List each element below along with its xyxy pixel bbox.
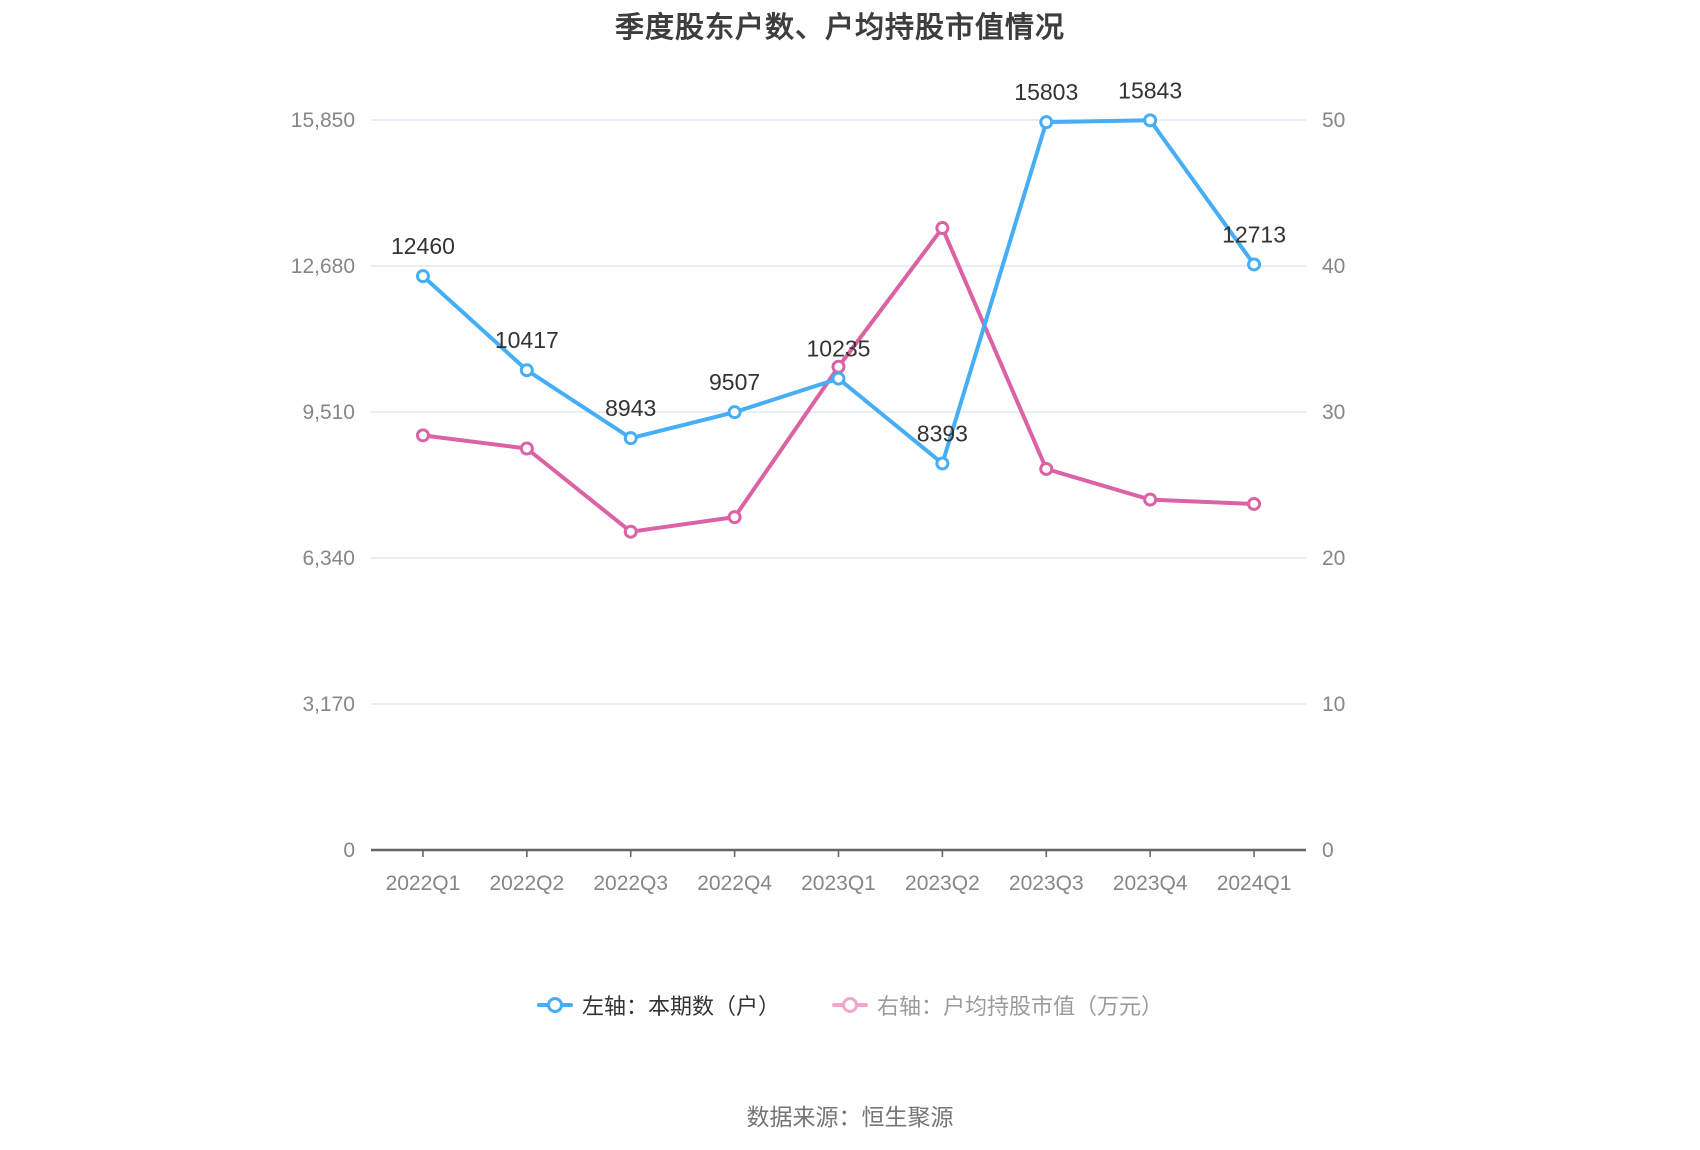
data-point-marker[interactable]	[415, 428, 430, 443]
data-point-label: 15843	[1118, 77, 1182, 103]
x-axis-label: 2022Q4	[697, 872, 772, 895]
data-point-label: 8393	[917, 420, 968, 446]
data-point-marker[interactable]	[1039, 115, 1054, 130]
y-axis-label-left: 9,510	[302, 401, 355, 424]
data-point-label: 9507	[709, 369, 760, 395]
data-point-label: 12713	[1222, 221, 1286, 247]
y-axis-label-left: 12,680	[291, 255, 355, 278]
legend-circle-marker	[842, 997, 858, 1013]
x-axis-label: 2023Q4	[1113, 872, 1188, 895]
data-point-label: 10417	[495, 327, 559, 353]
y-axis-label-right: 20	[1322, 547, 1345, 570]
y-axis-label-right: 40	[1322, 255, 1345, 278]
data-point-marker[interactable]	[1143, 113, 1158, 128]
data-point-marker[interactable]	[519, 441, 534, 456]
data-point-label: 10235	[807, 336, 871, 362]
data-point-marker[interactable]	[623, 524, 638, 539]
x-axis-label: 2022Q1	[386, 872, 461, 895]
data-point-marker[interactable]	[623, 431, 638, 446]
y-axis-label-right: 50	[1322, 109, 1345, 132]
data-point-marker[interactable]	[1039, 461, 1054, 476]
data-source-text: 数据来源：恒生聚源	[746, 1104, 954, 1130]
y-axis-label-right: 0	[1322, 839, 1334, 862]
legend-line-marker-icon-pink	[832, 997, 868, 1013]
data-point-marker[interactable]	[727, 405, 742, 420]
y-axis-label-right: 10	[1322, 693, 1345, 716]
x-axis-label: 2023Q1	[801, 872, 876, 895]
data-point-marker[interactable]	[1247, 257, 1262, 272]
data-point-marker[interactable]	[1143, 492, 1158, 507]
legend-label-right-axis: 右轴：户均持股市值（万元）	[877, 994, 1164, 1019]
data-point-label: 8943	[605, 395, 656, 421]
data-point-marker[interactable]	[1247, 496, 1262, 511]
data-point-label: 12460	[391, 233, 455, 259]
data-point-marker[interactable]	[727, 510, 742, 525]
data-point-marker[interactable]	[831, 359, 846, 374]
x-axis-label: 2022Q2	[489, 872, 564, 895]
data-point-marker[interactable]	[519, 363, 534, 378]
y-axis-label-left: 3,170	[302, 693, 355, 716]
data-point-marker[interactable]	[935, 221, 950, 236]
chart-title: 季度股东户数、户均持股市值情况	[614, 12, 1065, 44]
legend-label-left-axis: 左轴：本期数（户）	[581, 994, 780, 1019]
legend-item-market-value[interactable]: 右轴：户均持股市值（万元）	[832, 989, 1163, 1021]
legend-line-marker-icon-blue	[536, 997, 573, 1013]
y-axis-label-left: 15,850	[291, 109, 355, 132]
y-axis-label-left: 6,340	[302, 547, 355, 570]
legend-circle-marker	[546, 997, 563, 1013]
data-point-marker[interactable]	[935, 456, 950, 471]
y-axis-label-right: 30	[1322, 401, 1345, 424]
x-axis-label: 2023Q3	[1009, 872, 1084, 895]
x-axis-label: 2022Q3	[593, 872, 668, 895]
legend: 左轴：本期数（户） 右轴：户均持股市值（万元）	[0, 988, 1700, 1022]
x-axis-label: 2023Q2	[905, 872, 980, 895]
y-axis-label-left: 0	[343, 839, 355, 862]
dual-axis-line-chart: 0 0 3,170 10 6,340 20 9,510 30 12,680 40 15,850 50 2…	[291, 77, 1346, 895]
x-axis-label: 2024Q1	[1217, 872, 1292, 895]
data-point-marker[interactable]	[415, 269, 430, 284]
legend-item-shareholder-count[interactable]: 左轴：本期数（户）	[536, 989, 780, 1021]
data-point-marker[interactable]	[831, 371, 846, 386]
data-point-label: 15803	[1014, 79, 1078, 105]
